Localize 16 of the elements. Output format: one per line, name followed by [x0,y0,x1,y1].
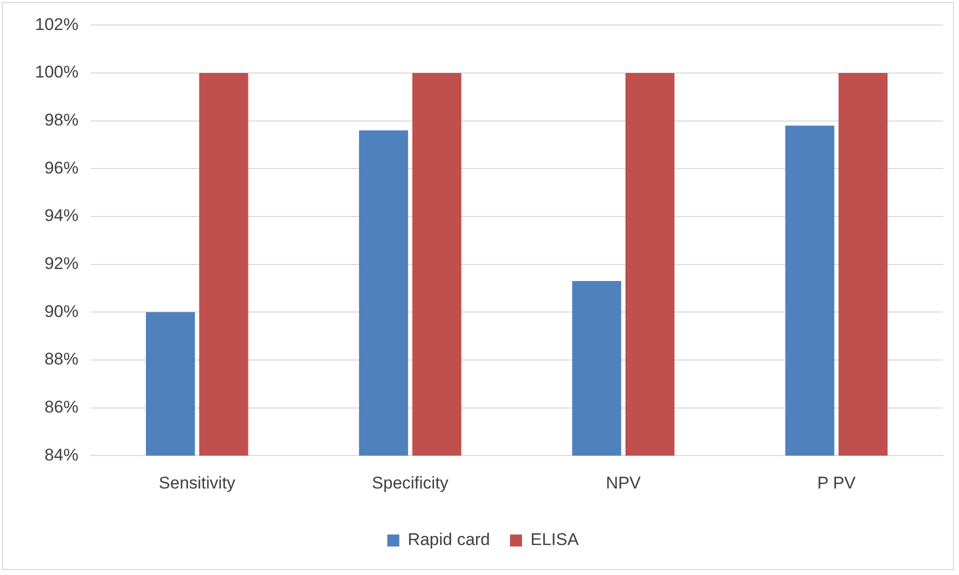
y-tick-label: 90% [44,302,78,321]
legend-label: ELISA [530,530,580,550]
y-tick-label: 86% [44,397,78,416]
x-tick-label: Specificity [372,473,449,492]
legend-label: Rapid card [408,530,490,550]
y-tick-label: 98% [44,110,78,130]
y-tick-label: 96% [44,158,78,178]
x-tick-label: P PV [817,473,856,492]
y-tick-label: 94% [44,206,78,226]
y-tick-label: 88% [44,350,78,369]
x-tick-label: Sensitivity [158,473,236,492]
y-tick-label: 92% [44,254,78,273]
y-tick-label: 100% [34,62,78,82]
y-tick-label: 102% [34,14,78,34]
x-tick-label: NPV [606,473,642,492]
y-tick-label: 84% [44,445,78,464]
